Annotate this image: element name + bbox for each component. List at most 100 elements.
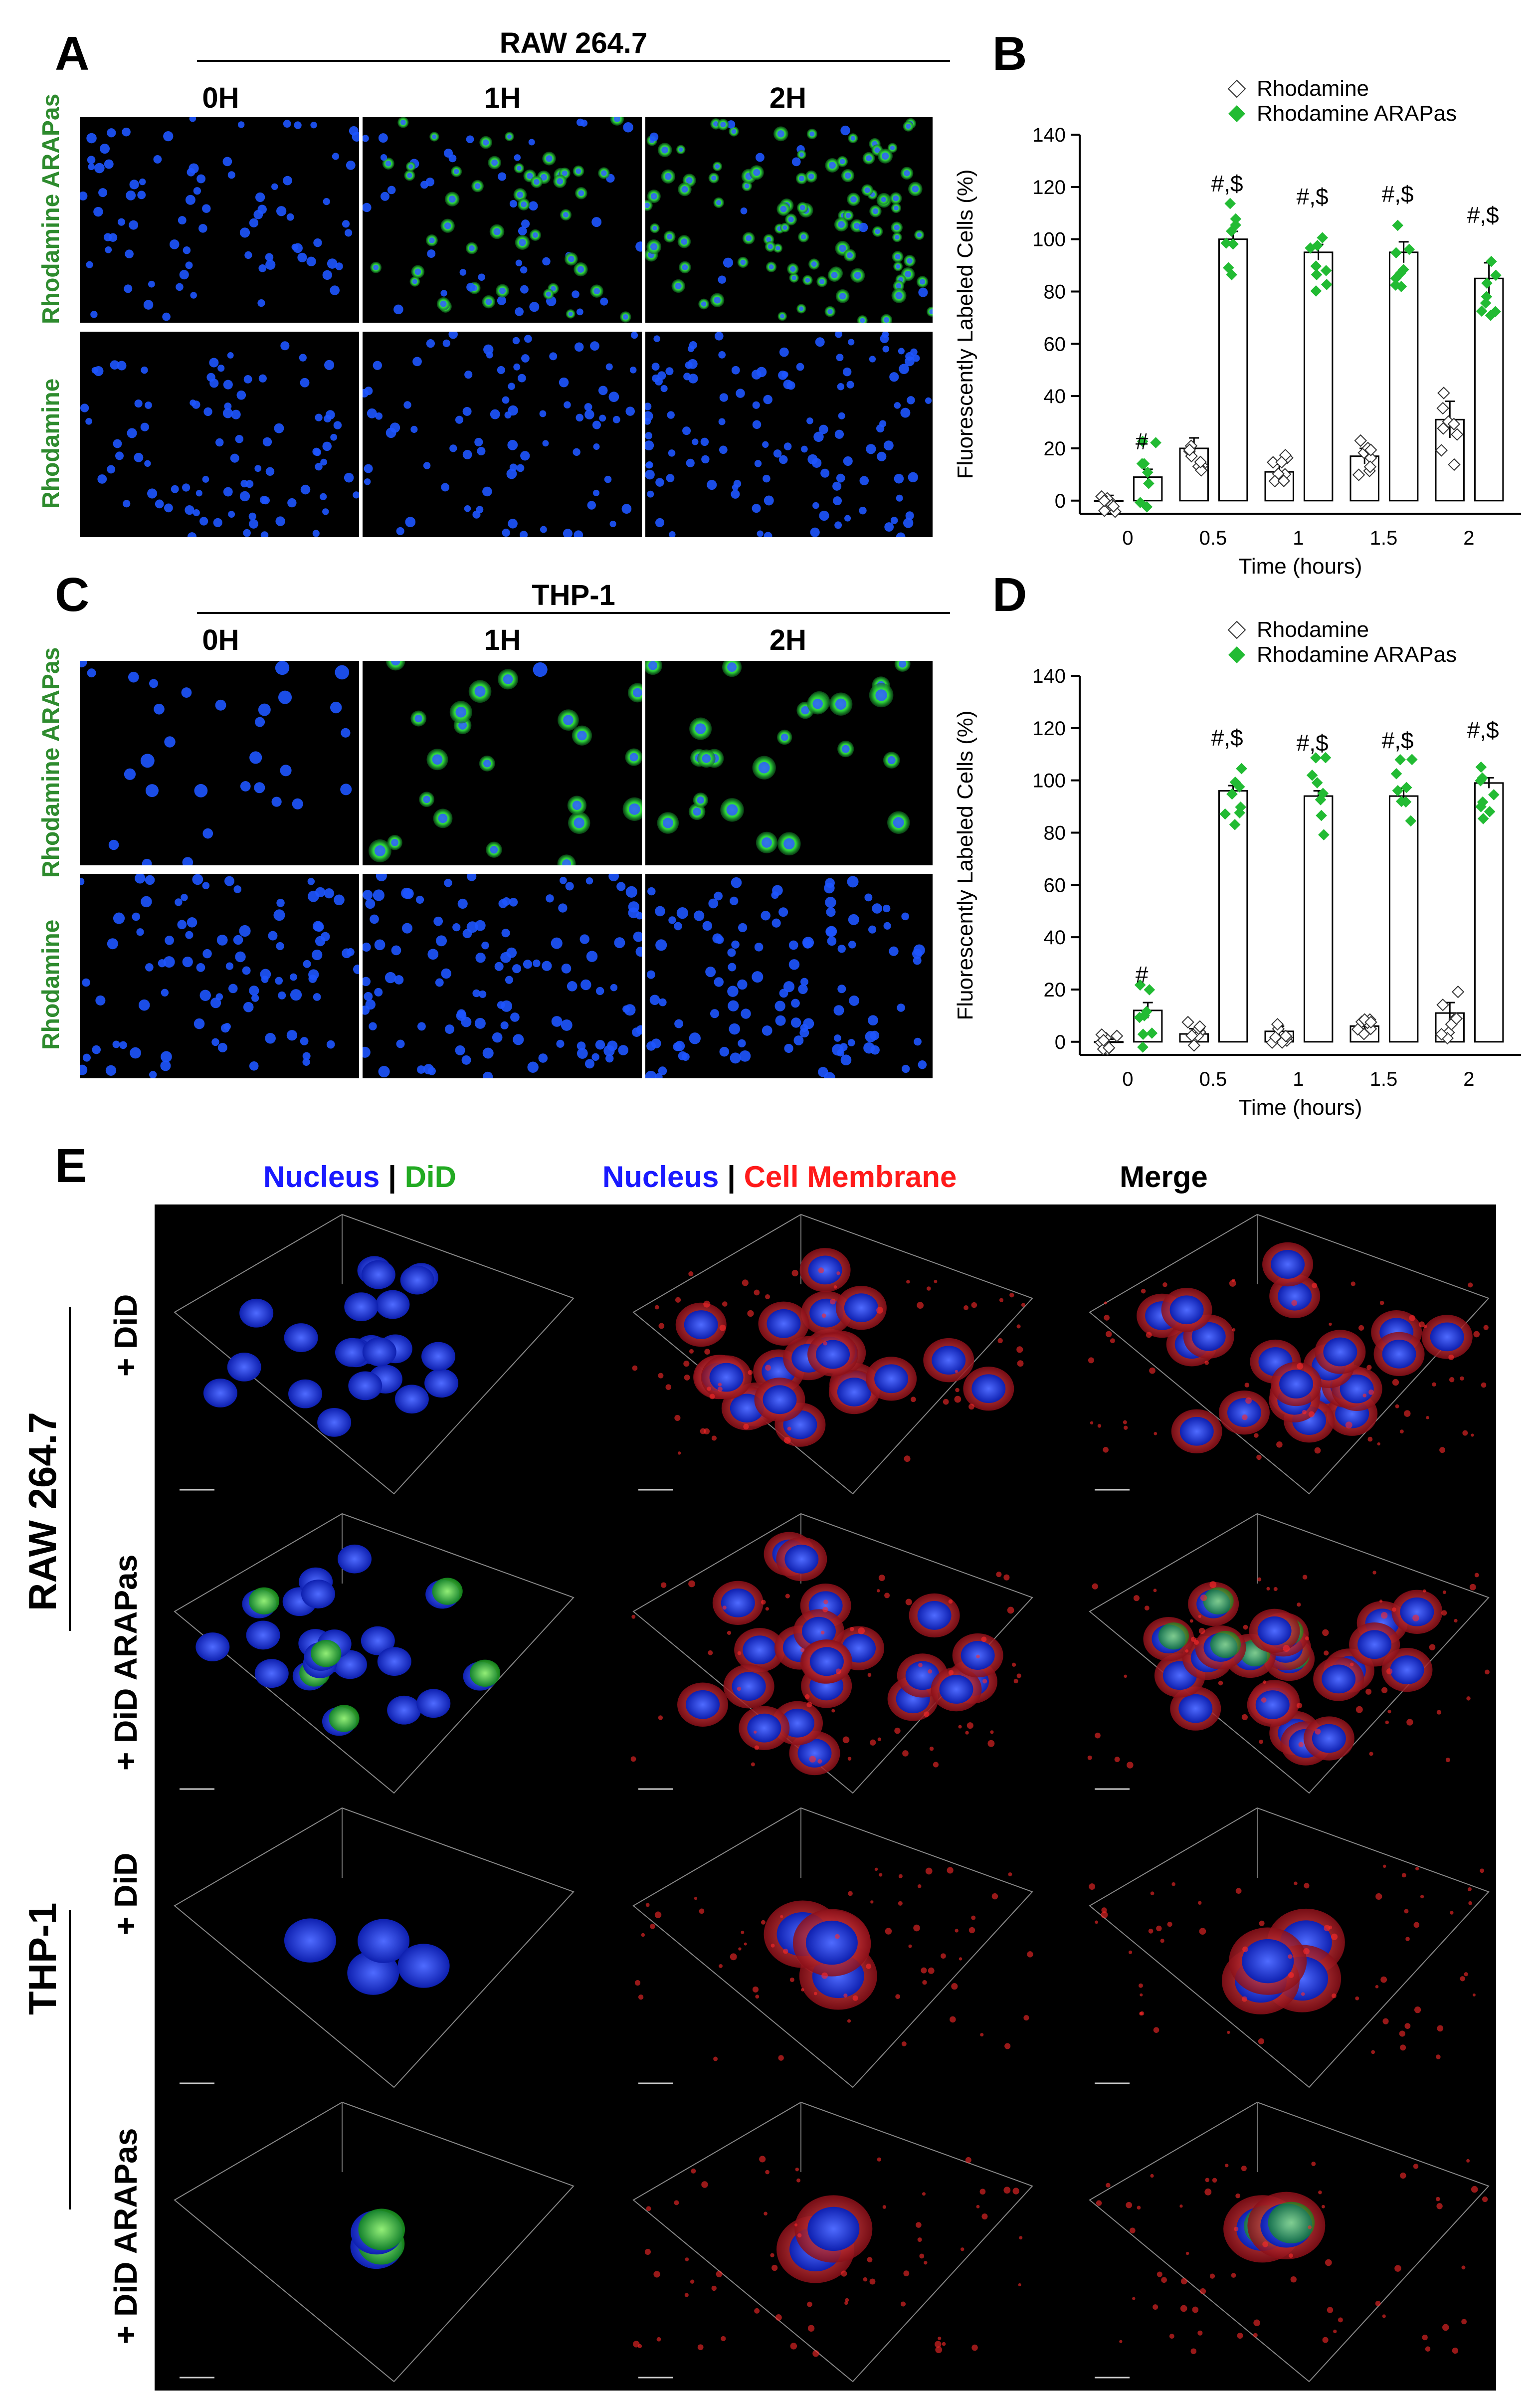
legend-marker-rhodamine-arapas	[1228, 105, 1245, 122]
legend-label-rhodamine-arapas: Rhodamine ARAPas	[1257, 101, 1457, 126]
e-row-label-raw-did: + DiD	[108, 1294, 144, 1377]
e-render-r0-c1	[632, 1213, 1033, 1495]
point-rhodamine-arapas	[1318, 829, 1330, 841]
panel-a-row-rhodamine: Rhodamine	[38, 378, 64, 509]
e-render-r2-c1	[632, 1807, 1033, 2088]
point-rhodamine-arapas	[1141, 501, 1153, 513]
point-rhodamine-arapas	[1476, 305, 1488, 317]
micrograph-c-arapas-2h	[645, 661, 933, 865]
render-box	[174, 1807, 575, 2088]
render-box	[1089, 1807, 1490, 2088]
y-axis-label: Fluorescently Labeled Cells (%)	[953, 710, 977, 1020]
point-rhodamine-arapas	[1406, 754, 1418, 766]
render-box	[1089, 1513, 1490, 1794]
x-tick-label: 1	[1293, 1068, 1304, 1090]
micrograph-a-rhodamine-2h	[645, 332, 933, 537]
micrograph-c-rhodamine-2h	[645, 874, 933, 1078]
panel-a-col-1h: 1H	[484, 82, 521, 114]
bar-rhodamine-arapas	[1388, 251, 1419, 502]
bar-rhodamine-arapas	[1388, 795, 1419, 1043]
point-rhodamine	[1107, 500, 1120, 513]
point-rhodamine	[1448, 458, 1461, 471]
point-rhodamine-arapas	[1224, 198, 1236, 209]
e-row-label-thp1-did: + DiD	[108, 1852, 144, 1935]
y-tick-label: 20	[1044, 979, 1066, 1001]
micrograph-a-arapas-0h	[80, 117, 359, 323]
significance-label: #,$	[1467, 202, 1499, 228]
point-rhodamine-arapas	[1219, 808, 1231, 820]
point-rhodamine	[1437, 422, 1450, 435]
render-box	[1089, 2101, 1490, 2383]
render-box	[174, 1213, 575, 1495]
panel-letter-c: C	[55, 568, 90, 621]
y-axis-label: Fluorescently Labeled Cells (%)	[953, 169, 977, 479]
point-rhodamine	[1185, 1029, 1198, 1042]
micrograph-a-arapas-2h	[645, 117, 933, 323]
panel-c-title: THP-1	[532, 579, 615, 611]
point-rhodamine	[1271, 1017, 1284, 1031]
point-rhodamine-arapas	[1394, 267, 1406, 279]
panel-c-col-2h: 2H	[769, 624, 807, 656]
point-rhodamine	[1364, 1015, 1377, 1029]
point-rhodamine	[1097, 1034, 1110, 1047]
point-rhodamine	[1352, 468, 1365, 481]
render-box	[632, 2101, 1033, 2383]
point-rhodamine-arapas	[1137, 1041, 1149, 1053]
e-col-header-nucleus-membrane: Nucleus | Cell Membrane	[602, 1160, 957, 1194]
point-rhodamine-arapas	[1226, 788, 1238, 800]
e-render-r3-c0	[174, 2101, 575, 2383]
e-group-rule-raw	[69, 1307, 71, 1631]
legend-label-rhodamine-arapas: Rhodamine ARAPas	[1257, 642, 1457, 667]
point-rhodamine	[1110, 1029, 1124, 1042]
point-rhodamine	[1279, 1029, 1293, 1042]
point-rhodamine	[1436, 401, 1449, 415]
point-rhodamine	[1193, 1020, 1206, 1033]
point-rhodamine	[1194, 455, 1207, 469]
point-rhodamine-arapas	[1484, 806, 1496, 817]
panel-a-col-2h: 2H	[769, 82, 807, 114]
point-rhodamine	[1181, 1015, 1194, 1029]
y-tick-label: 60	[1044, 874, 1066, 896]
panel-c-row-rhodamine-arapas: Rhodamine ARAPas	[38, 647, 64, 878]
x-tick-label: 0	[1122, 527, 1133, 549]
y-tick-label: 40	[1044, 927, 1066, 949]
point-rhodamine-arapas	[1392, 785, 1404, 797]
point-rhodamine	[1435, 444, 1448, 457]
legend-marker-rhodamine-arapas	[1228, 646, 1245, 663]
e-row-label-raw-did-arapas: + DiD ARAPas	[108, 1554, 144, 1771]
e-render-r1-c2	[1087, 1513, 1490, 1794]
point-rhodamine	[1183, 443, 1196, 456]
panel-a-title: RAW 264.7	[499, 27, 648, 59]
x-tick-label: 0	[1122, 1068, 1133, 1090]
micrograph-c-arapas-1h	[363, 661, 642, 865]
micrograph-c-rhodamine-1h	[363, 874, 642, 1078]
panel-c-row-rhodamine: Rhodamine	[38, 919, 64, 1050]
y-tick-label: 100	[1032, 229, 1066, 251]
point-rhodamine-arapas	[1475, 775, 1487, 787]
point-rhodamine-arapas	[1403, 243, 1415, 255]
significance-label: #,$	[1297, 184, 1329, 209]
point-rhodamine-arapas	[1488, 789, 1500, 801]
y-tick-label: 80	[1044, 281, 1066, 303]
legend-marker-rhodamine	[1227, 620, 1246, 639]
render-box	[174, 2101, 575, 2383]
e-render-r0-c2	[1088, 1213, 1490, 1495]
point-rhodamine	[1447, 417, 1461, 430]
point-rhodamine-arapas	[1400, 796, 1412, 808]
point-rhodamine	[1187, 1039, 1200, 1052]
y-tick-label: 120	[1032, 177, 1066, 199]
y-tick-label: 100	[1032, 770, 1066, 792]
point-rhodamine-arapas	[1226, 269, 1237, 281]
point-rhodamine	[1098, 494, 1111, 507]
legend-label-rhodamine: Rhodamine	[1257, 76, 1369, 101]
point-rhodamine-arapas	[1150, 437, 1161, 448]
e-group-label-thp1: THP-1	[20, 1902, 64, 2015]
significance-label: #	[1136, 962, 1149, 988]
point-rhodamine	[1451, 985, 1465, 999]
point-rhodamine-arapas	[1394, 754, 1406, 766]
point-rhodamine-arapas	[1490, 269, 1502, 281]
micrograph-c-arapas-0h	[80, 661, 359, 865]
e-render-r3-c2	[1089, 2101, 1490, 2383]
e-render-r1-c0	[174, 1513, 575, 1794]
